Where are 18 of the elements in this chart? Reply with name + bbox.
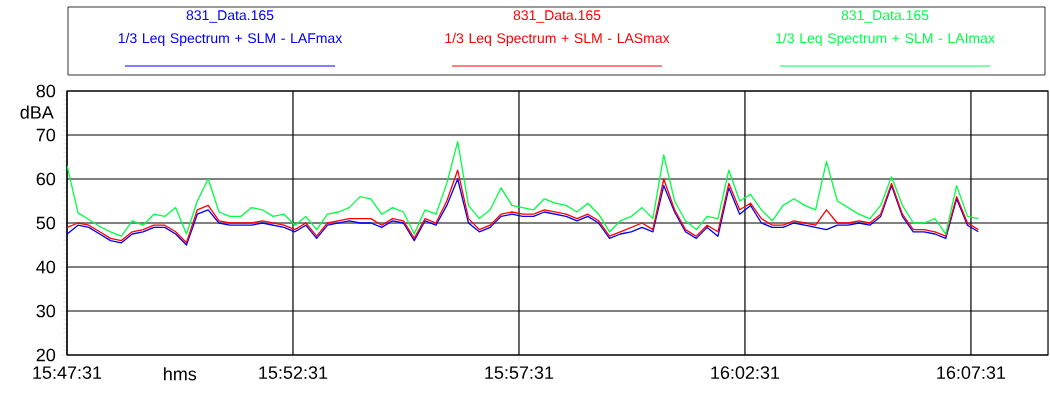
x-tick-label: 15:52:31 [259, 366, 328, 379]
x-tick-label: 16:02:31 [711, 366, 780, 379]
text: 831_Data.165 1/3 Leq Spectrum + SLM - LASmax [445, 10, 670, 46]
y-tick-label: 80 [36, 84, 56, 98]
x-tick-label: 16:07:31 [937, 366, 1006, 379]
text: 831_Data.165 1/3 Leq Spectrum + SLM - LAFmax [118, 10, 343, 46]
y-tick-label: 70 [36, 128, 56, 142]
x-tick-label: 15:57:31 [485, 366, 554, 379]
line-series [67, 140, 979, 237]
y-tick-label: 40 [36, 260, 56, 274]
x-tick-label: 15:47:31 [33, 366, 102, 379]
y-tick-label: 20 [36, 348, 56, 362]
y-tick-label: 50 [36, 216, 56, 230]
y-tick-label: 60 [36, 172, 56, 186]
y-axis-title: dBA [20, 105, 54, 119]
y-tick-label: 30 [36, 304, 56, 318]
text: 831_Data.165 1/3 Leq Spectrum + SLM - LAImax [776, 10, 995, 46]
x-axis-title: hms [164, 367, 197, 381]
